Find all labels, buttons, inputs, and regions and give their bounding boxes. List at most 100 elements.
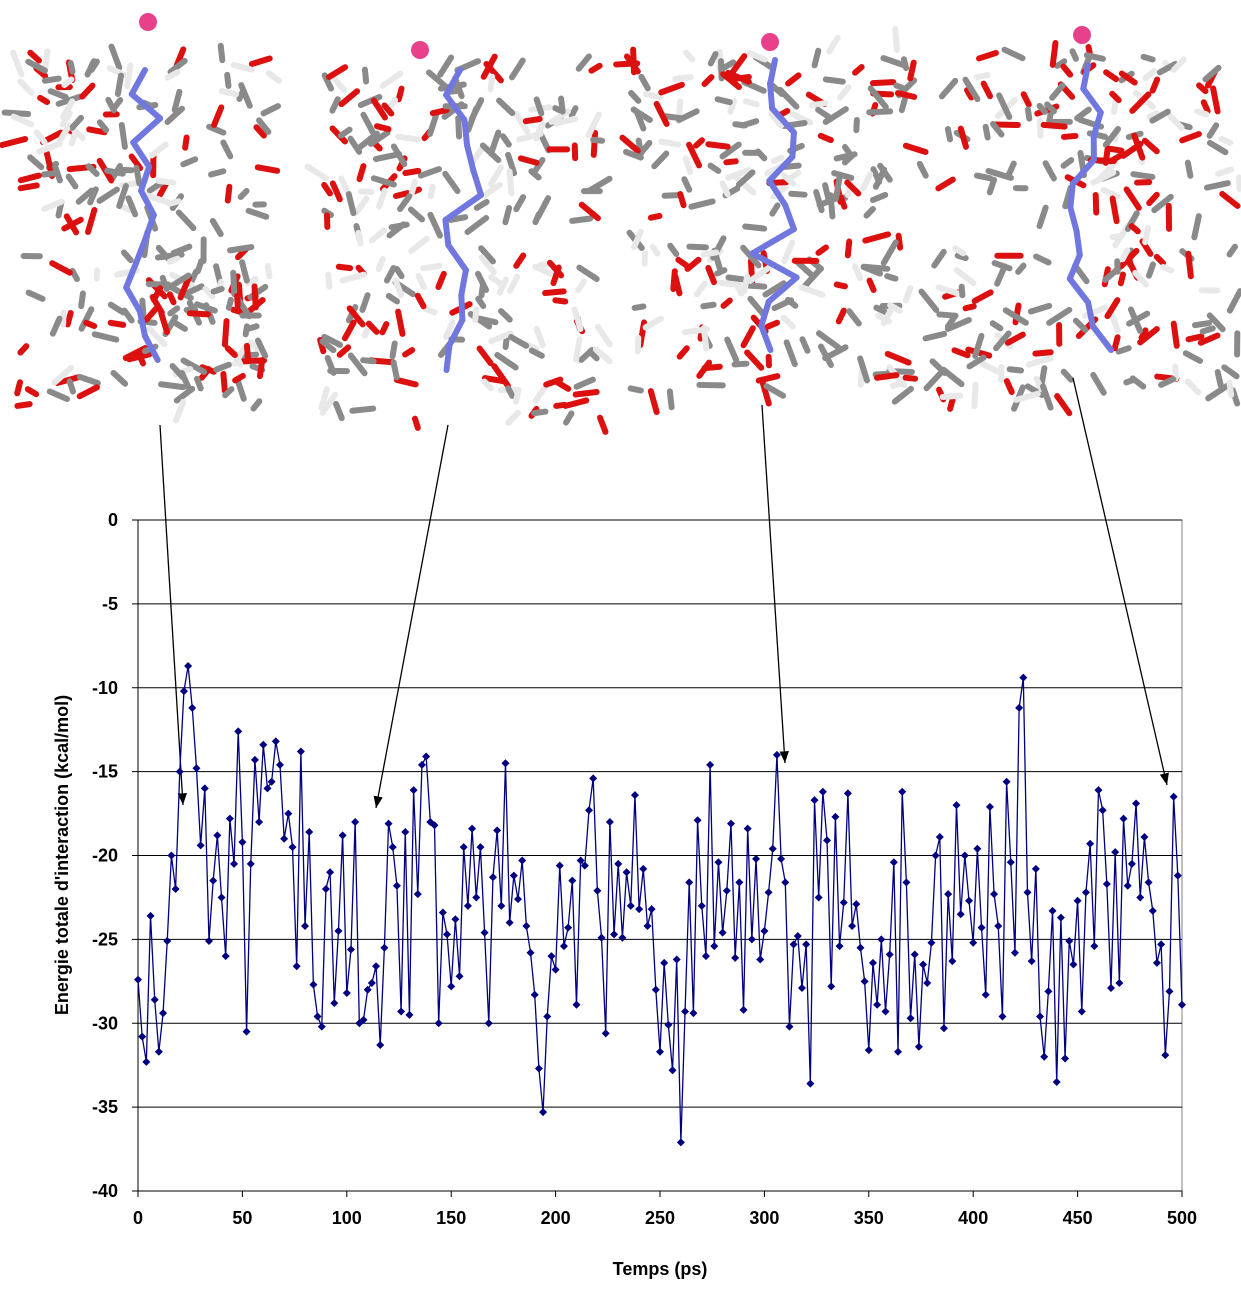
data-point xyxy=(209,877,217,885)
bond xyxy=(865,234,888,240)
data-point xyxy=(760,927,768,935)
bond xyxy=(336,404,342,418)
bond xyxy=(855,67,862,73)
bond xyxy=(411,210,422,220)
bond xyxy=(938,180,952,189)
bond xyxy=(501,311,510,319)
bond xyxy=(867,209,873,216)
data-point xyxy=(902,878,910,886)
bond xyxy=(646,94,660,97)
data-point xyxy=(702,952,710,960)
bond xyxy=(635,306,644,307)
data-point xyxy=(731,954,739,962)
data-point xyxy=(648,905,656,913)
arrow xyxy=(376,425,448,808)
bond xyxy=(646,319,661,328)
data-point xyxy=(167,852,175,860)
bond xyxy=(124,253,131,261)
bond xyxy=(363,360,373,361)
data-point xyxy=(155,1048,163,1056)
bond xyxy=(170,259,178,262)
bond xyxy=(508,388,512,396)
bond xyxy=(579,268,596,279)
x-tick-label: 200 xyxy=(541,1208,571,1228)
bond xyxy=(744,277,747,292)
bond xyxy=(1113,199,1117,222)
data-point xyxy=(493,826,501,834)
bond xyxy=(68,313,71,324)
bond xyxy=(379,191,385,207)
bond xyxy=(497,355,515,368)
bond xyxy=(653,247,657,254)
data-point xyxy=(456,972,464,980)
bond xyxy=(397,269,402,276)
bond xyxy=(578,281,584,290)
bond xyxy=(641,77,647,88)
bond xyxy=(398,137,417,140)
bond xyxy=(651,391,657,412)
bond xyxy=(1040,208,1046,226)
bond xyxy=(680,348,687,356)
data-line xyxy=(138,666,1182,1142)
bond xyxy=(744,328,753,345)
bond xyxy=(1194,216,1198,237)
bond xyxy=(499,101,512,114)
data-point xyxy=(280,835,288,843)
bond xyxy=(877,375,896,378)
molecule-images xyxy=(2,29,1240,432)
data-point xyxy=(284,810,292,818)
bond xyxy=(594,133,595,155)
data-point xyxy=(330,999,338,1007)
bond xyxy=(308,167,326,178)
bond xyxy=(1153,80,1158,91)
guest-bond xyxy=(447,345,450,370)
data-point xyxy=(1015,704,1023,712)
bond xyxy=(997,266,1005,283)
bond xyxy=(966,306,974,308)
data-point xyxy=(322,885,330,893)
bond xyxy=(179,213,194,229)
data-point xyxy=(230,860,238,868)
bond xyxy=(372,230,384,240)
data-point xyxy=(593,887,601,895)
bond xyxy=(684,179,689,189)
bond xyxy=(95,334,117,339)
data-point xyxy=(159,1009,167,1017)
bond xyxy=(961,129,966,147)
bond xyxy=(174,322,185,329)
bond xyxy=(579,57,589,69)
bond xyxy=(837,285,845,287)
data-point xyxy=(1036,1013,1044,1021)
bond xyxy=(837,154,855,158)
bond xyxy=(1005,50,1023,58)
data-point xyxy=(564,924,572,932)
data-point xyxy=(147,912,155,920)
bond xyxy=(1199,85,1205,91)
bond xyxy=(1107,300,1117,316)
data-point xyxy=(1078,1008,1086,1016)
data-point xyxy=(535,1065,543,1073)
bond xyxy=(863,174,870,188)
bond xyxy=(591,66,599,71)
bond xyxy=(69,177,76,187)
bond xyxy=(252,58,270,63)
bond xyxy=(974,385,975,407)
bond xyxy=(787,342,795,364)
data-point xyxy=(405,1011,413,1019)
data-point xyxy=(856,944,864,952)
data-point xyxy=(501,759,509,767)
data-point xyxy=(986,803,994,811)
data-point xyxy=(218,893,226,901)
bond xyxy=(113,373,125,384)
data-point xyxy=(756,956,764,964)
data-point xyxy=(343,989,351,997)
bond xyxy=(979,53,996,58)
guest-bond xyxy=(464,120,467,145)
bond xyxy=(28,62,45,71)
bond xyxy=(392,225,407,228)
data-point xyxy=(940,1024,948,1032)
bond xyxy=(815,51,819,66)
bond xyxy=(521,158,537,162)
data-point xyxy=(785,1023,793,1031)
bond xyxy=(45,51,47,68)
